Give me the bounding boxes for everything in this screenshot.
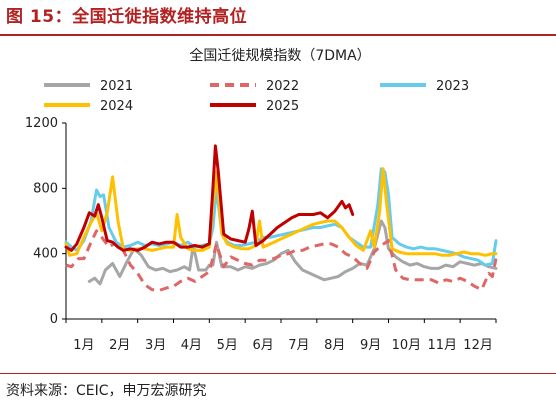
legend-label-2023: 2023: [436, 79, 469, 94]
x-tick-label: 1月: [73, 338, 94, 353]
title-divider: [0, 34, 556, 36]
source-note: 资料来源：CEIC，申万宏源研究: [6, 383, 207, 399]
chart-title: 全国迁徙规模指数（7DMA）: [189, 47, 370, 64]
line-chart: 全国迁徙规模指数（7DMA） 2021 2022 2023 2024 2025 0 400…: [25, 47, 498, 353]
series-line-2022: [65, 229, 498, 292]
y-tick-label: 0: [50, 312, 58, 327]
y-tick-label: 400: [33, 247, 58, 262]
legend-label-2024: 2024: [100, 99, 133, 114]
plot-area: 0 400 800 1200 1月 2月 3月 4月 5月 6月 7月 8月 9月 10月 11月 12月: [25, 116, 498, 353]
x-tick-label: 6月: [252, 338, 273, 353]
figure-title: 图 15：全国迁徙指数维持高位: [6, 7, 248, 27]
legend-label-2021: 2021: [100, 79, 133, 94]
x-tick-label: 12月: [463, 338, 493, 353]
series-line-2023: [64, 167, 498, 267]
x-tick-label: 10月: [392, 338, 422, 353]
x-tick-label: 7月: [288, 338, 309, 353]
x-tick-label: 11月: [427, 338, 457, 353]
series-line-2025: [64, 144, 355, 252]
y-tick-label: 800: [33, 181, 58, 196]
series-line-2024: [64, 167, 498, 257]
legend-label-2025: 2025: [266, 99, 299, 114]
x-tick-label: 4月: [181, 338, 202, 353]
x-tick-label: 2月: [109, 338, 130, 353]
x-tick-label: 9月: [360, 338, 381, 353]
x-tick-label: 5月: [217, 338, 238, 353]
legend-label-2022: 2022: [266, 79, 299, 94]
chart-legend: 2021 2022 2023 2024 2025: [44, 79, 469, 114]
source-divider: [0, 373, 556, 374]
x-tick-label: 8月: [324, 338, 345, 353]
series-line-2021: [87, 219, 498, 286]
x-tick-label: 3月: [145, 338, 166, 353]
y-tick-label: 1200: [25, 116, 58, 131]
